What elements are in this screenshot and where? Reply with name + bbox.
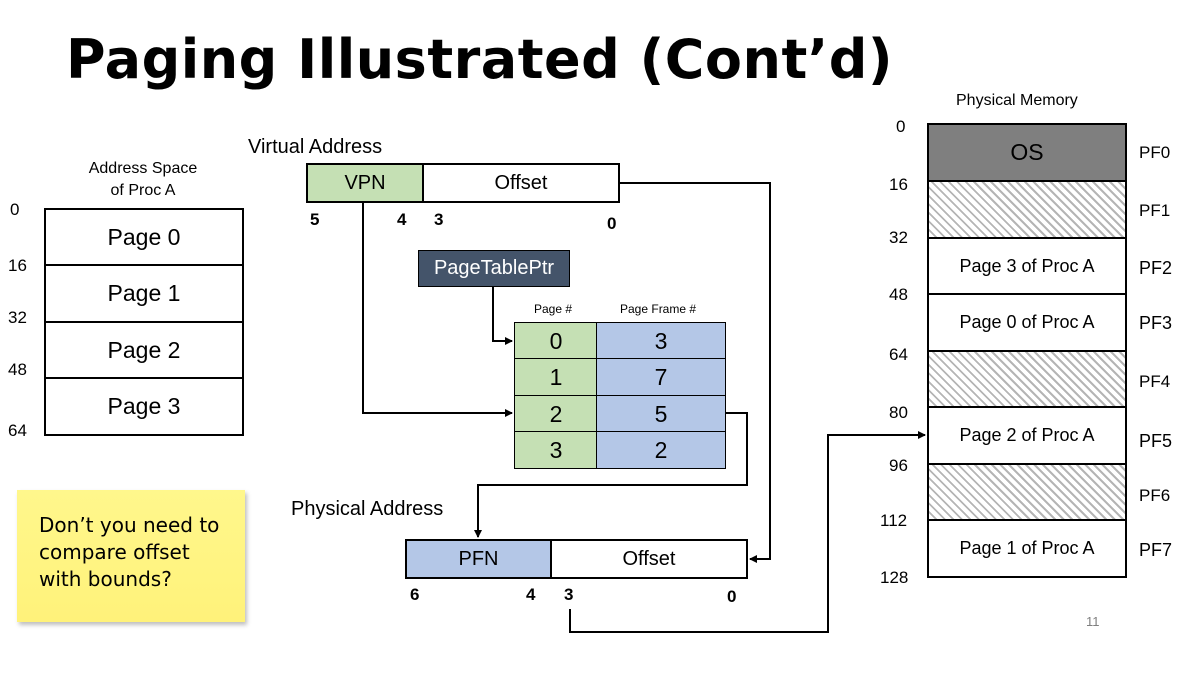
address-space-page-3: Page 3	[44, 377, 244, 436]
address-space-addr-0: 0	[10, 200, 20, 219]
pa-bit-6: 6	[410, 585, 420, 604]
pa-bit-3: 3	[564, 585, 574, 604]
address-space-addr-32: 32	[8, 308, 27, 327]
page-table-ptr: PageTablePtr	[418, 250, 570, 287]
phys-addr-96: 96	[889, 456, 908, 475]
phys-addr-16: 16	[889, 175, 908, 194]
page-table-col-frame: Page Frame #	[620, 302, 697, 316]
va-bit-3: 3	[434, 210, 444, 229]
page-table-ptr-arrow	[492, 287, 513, 345]
frame-label-pf2: PF2	[1139, 258, 1173, 278]
frame-label-pf4: PF4	[1139, 372, 1171, 391]
offset-copy-arrow	[620, 182, 771, 563]
frame-pf0: OS	[927, 123, 1127, 182]
frame-label-pf1: PF1	[1139, 201, 1171, 220]
va-bit-5: 5	[310, 210, 320, 229]
pa-bit-4: 4	[526, 585, 536, 604]
va-bit-4: 4	[397, 210, 407, 229]
page-table-col-page: Page #	[534, 302, 573, 316]
sticky-note-line3: with bounds?	[39, 567, 172, 591]
address-space-addr-64: 64	[8, 421, 27, 440]
physical-memory-label: Physical Memory	[956, 92, 1078, 109]
frame-label-pf0: PF0	[1139, 143, 1171, 162]
frame-label-pf7: PF7	[1139, 540, 1173, 560]
physical-offset-field: Offset	[550, 539, 748, 579]
phys-addr-64: 64	[889, 345, 908, 364]
phys-addr-80: 80	[889, 403, 908, 422]
physical-address-label: Physical Address	[291, 498, 444, 520]
sticky-note: Don’t you need to compare offset with bo…	[17, 490, 245, 622]
vpn-field: VPN	[306, 163, 424, 203]
phys-addr-48: 48	[889, 285, 908, 304]
page-table-page-0: 0	[514, 322, 598, 360]
sticky-note-text: Don’t you need to compare offset with bo…	[39, 512, 219, 593]
phys-addr-128: 128	[880, 568, 909, 587]
address-space-addr-16: 16	[8, 256, 27, 275]
physical-address-to-memory-arrow	[569, 431, 926, 633]
page-table-frame-0: 3	[596, 322, 726, 360]
slide-title: Paging Illustrated (Cont’d)	[66, 28, 894, 91]
va-bit-0: 0	[607, 214, 617, 233]
page-table-page-1: 1	[514, 358, 598, 396]
address-space-addr-48: 48	[8, 360, 27, 379]
frame-label-pf3: PF3	[1139, 313, 1173, 333]
page-table-page-2: 2	[514, 395, 598, 433]
page-table-frame-3: 2	[596, 431, 726, 469]
page-table-frame-1: 7	[596, 358, 726, 396]
address-space-label-line2: of Proc A	[110, 182, 176, 199]
phys-addr-0: 0	[896, 117, 906, 136]
frame-pf4	[927, 350, 1127, 408]
pfn-field: PFN	[405, 539, 552, 579]
address-space-label-line1: Address Space	[88, 160, 198, 177]
sticky-note-line1: Don’t you need to	[39, 513, 220, 537]
sticky-note-line2: compare offset	[39, 540, 190, 564]
phys-addr-112: 112	[880, 511, 908, 530]
pa-bit-0: 0	[727, 587, 737, 606]
virtual-offset-field: Offset	[422, 163, 620, 203]
frame-label-pf6: PF6	[1139, 486, 1171, 505]
phys-addr-32: 32	[889, 228, 908, 247]
frame-to-pfn-arrow	[474, 412, 748, 538]
virtual-address-label: Virtual Address	[248, 136, 383, 158]
address-space-label: Address Space of Proc A	[62, 160, 224, 200]
page-table-page-3: 3	[514, 431, 598, 469]
vpn-to-page-table-arrow	[362, 203, 513, 417]
frame-label-pf5: PF5	[1139, 431, 1173, 451]
frame-pf7: Page 1 of Proc A	[927, 519, 1127, 578]
page-table-frame-2: 5	[596, 395, 726, 433]
slide-number: 11	[1086, 614, 1100, 629]
